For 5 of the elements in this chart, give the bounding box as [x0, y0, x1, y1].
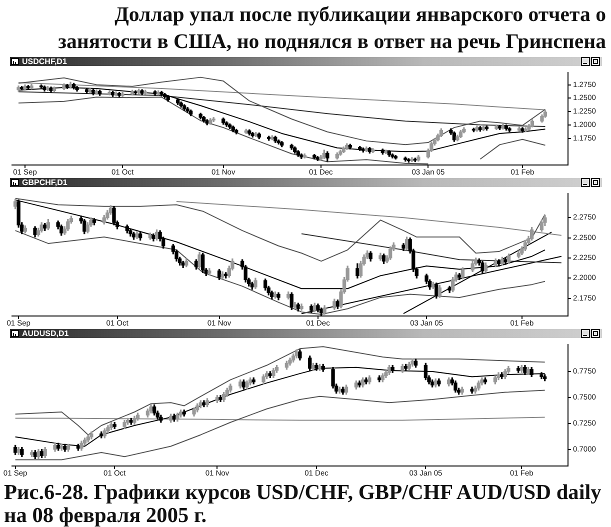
text: Доллар упал после публикации январского отчета о занятости в США, но поднялся в ответ на речь Гринспена — [57, 2, 606, 55]
chart-title: USDCHF,D1 — [22, 57, 67, 66]
text: Рис.6-28. Графики курсов USD/CHF, GBP/CHF AUD/USD daily на 08 февраля 2005 г. — [4, 480, 602, 527]
chart-title: AUDUSD,D1 — [22, 329, 69, 338]
chart-title: GBPCHF,D1 — [22, 178, 68, 187]
